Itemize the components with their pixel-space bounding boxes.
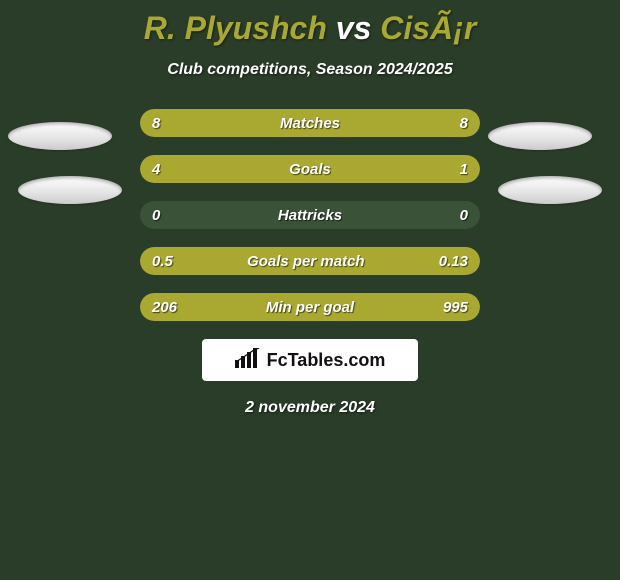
stat-right-value: 0 bbox=[460, 207, 480, 224]
stat-label: Hattricks bbox=[160, 207, 459, 224]
stat-label: Matches bbox=[160, 115, 459, 132]
stat-left-value: 4 bbox=[140, 161, 160, 178]
team-badge-placeholder bbox=[498, 176, 602, 204]
stat-left-value: 8 bbox=[140, 115, 160, 132]
stat-row: 8Matches8 bbox=[140, 109, 480, 137]
stat-label: Goals per match bbox=[173, 253, 439, 270]
team-badge-placeholder bbox=[18, 176, 122, 204]
stat-row: 0Hattricks0 bbox=[140, 201, 480, 229]
stat-right-value: 0.13 bbox=[439, 253, 480, 270]
stat-left-value: 206 bbox=[140, 299, 177, 316]
page-title: R. Plyushch vs CisÃ¡r bbox=[0, 0, 620, 47]
stat-left-value: 0 bbox=[140, 207, 160, 224]
subtitle: Club competitions, Season 2024/2025 bbox=[0, 61, 620, 79]
title-vs: vs bbox=[336, 10, 372, 46]
source-badge: FcTables.com bbox=[202, 339, 418, 381]
title-left: R. Plyushch bbox=[144, 10, 327, 46]
source-badge-text: FcTables.com bbox=[267, 350, 386, 371]
chart-bars-icon bbox=[235, 348, 261, 373]
stats-panel: 8Matches8 4Goals1 0Hattricks0 0.5Goals per … bbox=[140, 109, 480, 321]
stat-row: 0.5Goals per match0.13 bbox=[140, 247, 480, 275]
team-badge-placeholder bbox=[488, 122, 592, 150]
stat-label: Goals bbox=[160, 161, 459, 178]
stat-right-value: 995 bbox=[443, 299, 480, 316]
stat-right-value: 1 bbox=[460, 161, 480, 178]
stat-row: 206Min per goal995 bbox=[140, 293, 480, 321]
stat-left-value: 0.5 bbox=[140, 253, 173, 270]
team-badge-placeholder bbox=[8, 122, 112, 150]
stat-label: Min per goal bbox=[177, 299, 443, 316]
stat-row: 4Goals1 bbox=[140, 155, 480, 183]
date-text: 2 november 2024 bbox=[0, 399, 620, 417]
title-right: CisÃ¡r bbox=[380, 10, 476, 46]
stat-right-value: 8 bbox=[460, 115, 480, 132]
